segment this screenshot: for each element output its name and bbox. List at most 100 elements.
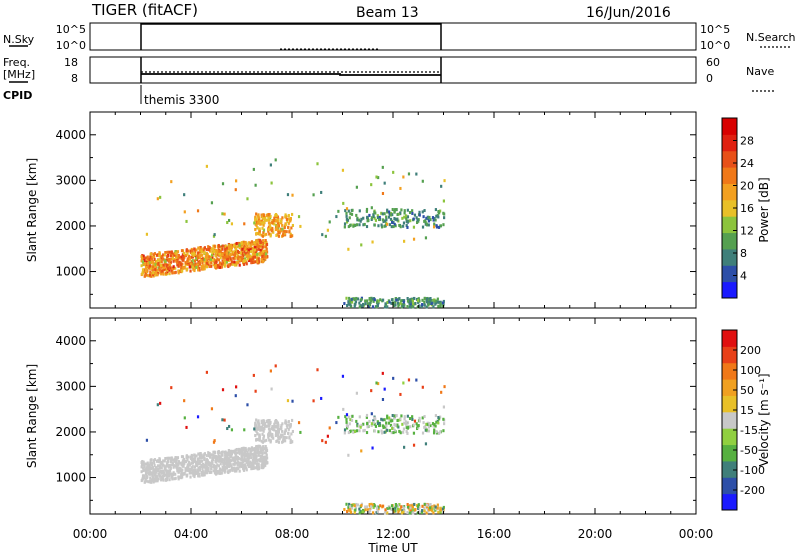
scatter-cell <box>158 457 161 461</box>
scatter-cell <box>147 472 150 476</box>
scatter-cell <box>158 470 161 474</box>
scatter-cell <box>221 466 225 470</box>
colorbar-cell <box>722 477 737 495</box>
scatter-cell <box>421 298 424 302</box>
scatter-cell <box>366 505 369 509</box>
scatter-cell <box>423 219 426 223</box>
scatter-cell <box>216 257 219 261</box>
scatter-cell <box>383 425 387 429</box>
scatter-cell <box>375 381 378 385</box>
y-tick-label: 3000 <box>55 173 86 187</box>
scatter-cell <box>257 221 260 225</box>
scatter-cell <box>230 428 234 432</box>
scatter-cell <box>408 305 411 309</box>
scatter-cell <box>393 216 396 220</box>
scatter-cell <box>353 298 356 302</box>
nsky-tick-low: 10^0 <box>56 39 86 52</box>
scatter-cell <box>162 469 165 473</box>
scatter-cell <box>171 252 175 256</box>
scatter-cell <box>189 269 192 273</box>
scatter-cell <box>207 245 210 249</box>
scatter-cell <box>221 388 225 392</box>
scatter-cell <box>262 434 266 438</box>
scatter-cell <box>430 504 433 508</box>
scatter-cell <box>254 222 257 226</box>
scatter-cell <box>202 463 206 467</box>
scatter-cell <box>168 464 171 468</box>
scatter-cell <box>405 217 408 221</box>
scatter-cell <box>391 426 394 430</box>
scatter-cell <box>213 450 216 454</box>
scatter-cell <box>178 260 181 264</box>
scatter-cell <box>168 456 171 460</box>
scatter-cell <box>143 480 147 484</box>
scatter-cell <box>142 460 145 464</box>
scatter-cell <box>263 255 266 259</box>
scatter-cell <box>406 421 410 425</box>
scatter-cell <box>145 462 148 466</box>
colorbar-cell <box>722 444 737 462</box>
scatter-cell <box>252 260 255 264</box>
beam-label: Beam 13 <box>356 5 419 21</box>
scatter-cell <box>283 226 286 230</box>
scatter-cell <box>320 190 323 194</box>
scatter-cell <box>175 462 178 466</box>
scatter-cell <box>223 258 226 262</box>
scatter-cell <box>409 219 412 223</box>
scatter-cell <box>394 296 398 300</box>
scatter-cell <box>442 299 445 303</box>
scatter-cell <box>143 476 146 480</box>
scatter-cell <box>347 453 350 457</box>
scatter-cell <box>253 461 257 465</box>
scatter-cell <box>158 464 161 468</box>
scatter-cell <box>371 305 375 309</box>
scatter-cell <box>373 422 376 426</box>
x-tick-label: 08:00 <box>275 527 310 541</box>
scatter-cell <box>353 223 357 227</box>
scatter-cell <box>276 421 280 425</box>
scatter-cell <box>264 239 267 243</box>
scatter-cell <box>280 229 283 233</box>
scatter-cell <box>243 451 246 455</box>
scatter-cell <box>366 219 369 223</box>
scatter-cell <box>145 438 149 442</box>
scatter-cell <box>253 248 257 252</box>
scatter-cell <box>281 422 284 426</box>
scatter-cell <box>411 211 414 215</box>
scatter-cell <box>368 297 371 301</box>
scatter-cell <box>140 259 143 263</box>
scatter-cell <box>241 453 244 457</box>
scatter-cell <box>345 220 349 224</box>
scatter-cell <box>396 504 400 508</box>
scatter-cell <box>386 210 389 214</box>
x-tick-label: 00:00 <box>73 527 108 541</box>
scatter-cell <box>268 429 271 433</box>
colorbar-cell <box>722 362 737 380</box>
scatter-cell <box>286 426 289 430</box>
scatter-cell <box>189 251 193 255</box>
scatter-cell <box>218 471 221 475</box>
scatter-cell <box>198 259 201 263</box>
scatter-cell <box>177 463 180 467</box>
power-scatter <box>140 158 446 309</box>
scatter-cell <box>312 399 315 403</box>
scatter-cell <box>192 251 195 255</box>
scatter-cell <box>168 272 171 276</box>
scatter-cell <box>218 265 221 269</box>
scatter-cell <box>361 510 364 514</box>
scatter-cell <box>255 248 258 252</box>
freq-trace <box>141 73 441 76</box>
scatter-cell <box>423 300 426 304</box>
scatter-cell <box>344 415 347 419</box>
scatter-cell <box>251 260 254 264</box>
scatter-cell <box>427 299 430 303</box>
scatter-cell <box>208 452 211 456</box>
scatter-cell <box>213 454 216 458</box>
scatter-cell <box>370 389 373 393</box>
scatter-cell <box>285 421 288 425</box>
scatter-cell <box>165 263 168 267</box>
x-tick-label: 16:00 <box>477 527 512 541</box>
scatter-cell <box>373 504 376 508</box>
nsearch-tick-low: 10^0 <box>700 39 730 52</box>
scatter-cell <box>149 264 152 268</box>
